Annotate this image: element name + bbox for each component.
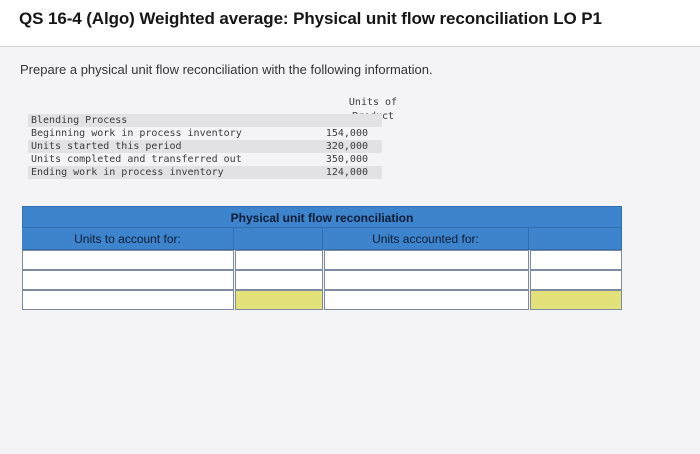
units-to-account-label-1[interactable] — [22, 250, 234, 270]
units-to-account-amount-1-input[interactable] — [236, 251, 322, 269]
row-value: 320,000 — [325, 141, 368, 152]
total-units-accounted-label[interactable] — [324, 290, 529, 310]
row-label: Ending work in process inventory — [31, 167, 224, 178]
total-units-accounted-amount-input[interactable] — [531, 291, 621, 309]
units-accounted-label-2[interactable] — [324, 270, 529, 290]
units-accounted-amount-2-input[interactable] — [531, 271, 621, 289]
row-label: Units started this period — [31, 141, 182, 152]
units-to-account-amount-2-input[interactable] — [236, 271, 322, 289]
table-row: Blending Process — [28, 114, 382, 127]
row-value: 154,000 — [325, 128, 368, 139]
row-value: 124,000 — [325, 167, 368, 178]
total-units-to-account-amount[interactable] — [235, 290, 323, 310]
units-accounted-label-2-input[interactable] — [325, 271, 528, 289]
total-units-to-account-label-input[interactable] — [23, 291, 233, 309]
units-column-header-line1: Units of — [348, 97, 398, 108]
table-row: Beginning work in process inventory 154,… — [28, 127, 382, 140]
reconciliation-caption: Physical unit flow reconciliation — [22, 206, 622, 228]
row-label: Units completed and transferred out — [31, 154, 242, 165]
left-column-header: Units to account for: — [22, 228, 234, 250]
units-to-account-label-2[interactable] — [22, 270, 234, 290]
row-label: Beginning work in process inventory — [31, 128, 242, 139]
row-label: Blending Process — [31, 115, 128, 126]
table-row: Units completed and transferred out 350,… — [28, 153, 382, 166]
table-row: Ending work in process inventory 124,000 — [28, 166, 382, 179]
table-row: Units started this period 320,000 — [28, 140, 382, 153]
units-accounted-amount-2[interactable] — [530, 270, 622, 290]
units-to-account-amount-1[interactable] — [235, 250, 323, 270]
units-to-account-amount-2[interactable] — [235, 270, 323, 290]
left-amount-header — [234, 228, 323, 250]
reconciliation-table: Physical unit flow reconciliation Units … — [22, 206, 622, 312]
right-amount-header — [529, 228, 622, 250]
row-value: 350,000 — [325, 154, 368, 165]
total-units-to-account-label[interactable] — [22, 290, 234, 310]
given-data-table: Units of Product Blending Process Beginn… — [28, 96, 397, 186]
total-units-accounted-amount[interactable] — [530, 290, 622, 310]
page-title: QS 16-4 (Algo) Weighted average: Physica… — [19, 9, 602, 28]
units-to-account-label-2-input[interactable] — [23, 271, 233, 289]
right-column-header: Units accounted for: — [323, 228, 529, 250]
instruction-text: Prepare a physical unit flow reconciliat… — [20, 62, 433, 77]
units-accounted-amount-1[interactable] — [530, 250, 622, 270]
units-to-account-label-1-input[interactable] — [23, 251, 233, 269]
units-accounted-label-1[interactable] — [324, 250, 529, 270]
units-accounted-amount-1-input[interactable] — [531, 251, 621, 269]
units-accounted-label-1-input[interactable] — [325, 251, 528, 269]
total-units-accounted-label-input[interactable] — [325, 291, 528, 309]
total-units-to-account-amount-input[interactable] — [236, 291, 322, 309]
title-bar: QS 16-4 (Algo) Weighted average: Physica… — [0, 0, 700, 47]
